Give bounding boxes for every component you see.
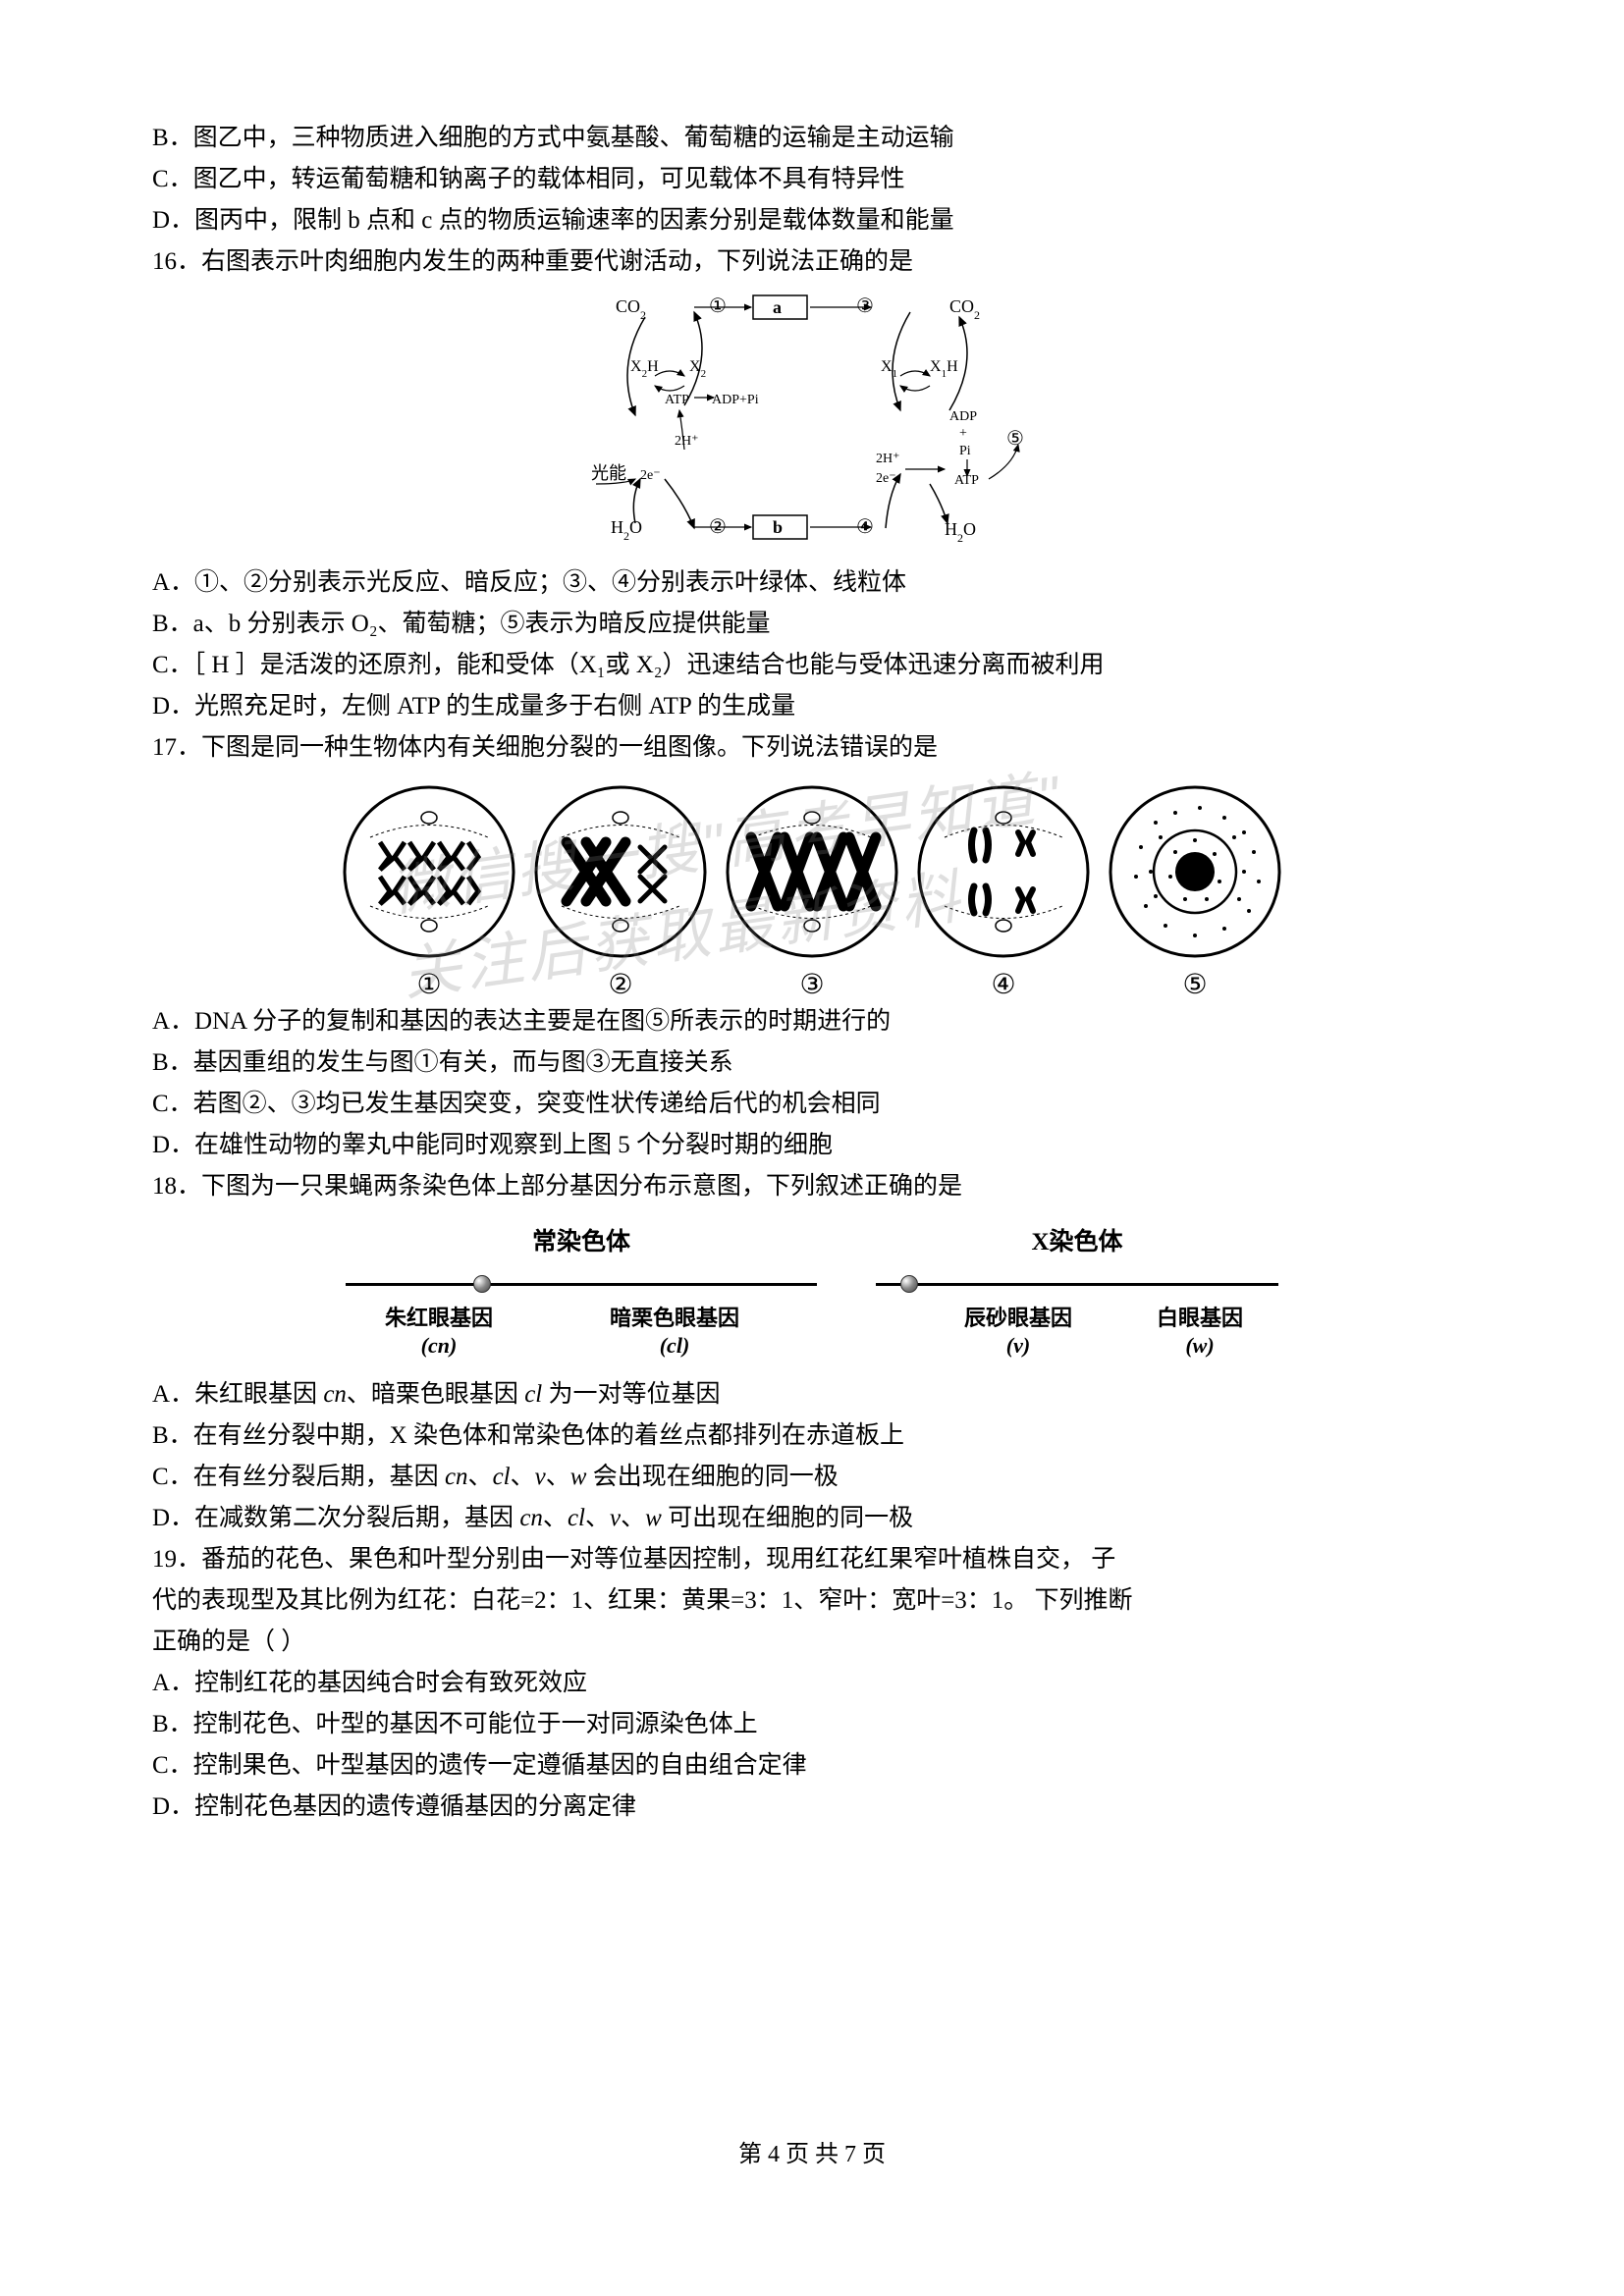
label-2h-left: 2H⁺ <box>675 434 699 449</box>
q16-a: A．①、②分别表示光反应、暗反应；③、④分别表示叶绿体、线粒体 <box>152 562 1472 604</box>
label-co2-left: CO2 <box>616 296 646 322</box>
autosome-gene2: 暗栗色眼基因 <box>532 1305 817 1332</box>
cell-label-2: ② <box>532 968 709 1001</box>
label-plus: + <box>959 426 967 441</box>
label-x1: X1 <box>881 358 897 380</box>
xchrom-gene2-sym: (w) <box>1121 1332 1278 1360</box>
cell-5 <box>1107 783 1283 960</box>
q18-b: B．在有丝分裂中期，X 染色体和常染色体的着丝点都排列在赤道板上 <box>152 1415 1472 1457</box>
q16-stem: 16．右图表示叶肉细胞内发生的两种重要代谢活动，下列说法正确的是 <box>152 241 1472 283</box>
q16-b: B．a、b 分别表示 O₂、葡萄糖；⑤表示为暗反应提供能量 <box>152 604 1472 645</box>
label-circled-1: ① <box>709 295 727 317</box>
chromosome-diagram: 常染色体 朱红眼基因 (cn) 暗栗色眼基因 (cl) X染色体 辰砂眼基因 (… <box>152 1222 1472 1360</box>
label-x2h: X2H <box>630 358 659 380</box>
label-box-b: b <box>773 517 783 537</box>
autosome-title: 常染色体 <box>346 1222 817 1257</box>
autosome-gene2-sym: (cl) <box>532 1332 817 1360</box>
q17-b: B．基因重组的发生与图①有关，而与图③无直接关系 <box>152 1042 1472 1084</box>
q17-d: D．在雄性动物的睾丸中能同时观察到上图 5 个分裂时期的细胞 <box>152 1125 1472 1166</box>
q18-a: A．朱红眼基因 cn、暗栗色眼基因 cl 为一对等位基因 <box>152 1374 1472 1415</box>
cell-division-diagram <box>152 783 1472 960</box>
label-x1h: X1H <box>930 358 958 380</box>
cell-label-3: ③ <box>724 968 900 1001</box>
option-15-c: C．图乙中，转运葡萄糖和钠离子的载体相同，可见载体不具有特异性 <box>152 159 1472 200</box>
q19-stem1: 19．番茄的花色、果色和叶型分别由一对等位基因控制，现用红花红果窄叶植株自交， … <box>152 1539 1472 1580</box>
q19-stem2: 代的表现型及其比例为红花：白花=2：1、红果：黄果=3：1、窄叶：宽叶=3：1。… <box>152 1580 1472 1622</box>
cell-3 <box>724 783 900 960</box>
label-box-a: a <box>773 297 782 317</box>
label-circled-3: ③ <box>856 295 874 317</box>
label-h2o-right: H2O <box>945 519 976 545</box>
autosome-gene1: 朱红眼基因 <box>346 1305 532 1332</box>
q18-d: D．在减数第二次分裂后期，基因 cn、cl、v、w 可出现在细胞的同一极 <box>152 1498 1472 1539</box>
q16-c: C．［ H ］是活泼的还原剂，能和受体（X₁或 X₂）迅速结合也能与受体迅速分离… <box>152 645 1472 686</box>
cell-4 <box>915 783 1092 960</box>
label-circled-5: ⑤ <box>1006 428 1024 450</box>
q18-stem: 18．下图为一只果蝇两条染色体上部分基因分布示意图，下列叙述正确的是 <box>152 1166 1472 1207</box>
cell-labels-row: ① ② ③ ④ ⑤ <box>152 968 1472 1001</box>
q19-a: A．控制红花的基因纯合时会有致死效应 <box>152 1663 1472 1704</box>
page-footer: 第 4 页 共 7 页 <box>0 2134 1624 2168</box>
option-15-b: B．图乙中，三种物质进入细胞的方式中氨基酸、葡萄糖的运输是主动运输 <box>152 118 1472 159</box>
xchrom-gene1: 辰砂眼基因 <box>915 1305 1121 1332</box>
cell-label-1: ① <box>341 968 517 1001</box>
q19-c: C．控制果色、叶型基因的遗传一定遵循基因的自由组合定律 <box>152 1745 1472 1787</box>
cell-label-4: ④ <box>915 968 1092 1001</box>
label-2h-right: 2H⁺ <box>876 452 900 466</box>
xchrom-title: X染色体 <box>876 1222 1278 1257</box>
label-2e-right: 2e⁻ <box>876 471 896 486</box>
q19-stem3: 正确的是（ ） <box>152 1622 1472 1663</box>
label-co2-right: CO2 <box>949 296 980 322</box>
q19-b: B．控制花色、叶型的基因不可能位于一对同源染色体上 <box>152 1704 1472 1745</box>
xchrom-gene1-sym: (v) <box>915 1332 1121 1360</box>
cell-2 <box>532 783 709 960</box>
option-15-d: D．图丙中，限制 b 点和 c 点的物质运输速率的因素分别是载体数量和能量 <box>152 200 1472 241</box>
label-2e-left: 2e⁻ <box>640 468 661 483</box>
cell-1 <box>341 783 517 960</box>
q19-d: D．控制花色基因的遗传遵循基因的分离定律 <box>152 1787 1472 1828</box>
label-adp: ADP <box>949 409 977 424</box>
q17-stem: 17．下图是同一种生物体内有关细胞分裂的一组图像。下列说法错误的是 <box>152 727 1472 769</box>
label-atp-left: ATP <box>665 393 689 407</box>
label-pi: Pi <box>959 444 971 458</box>
label-light: 光能 <box>591 463 626 483</box>
xchrom-gene2: 白眼基因 <box>1121 1305 1278 1332</box>
metabolism-diagram: CO2 ① a ③ CO2 X2H X2 ATP ADP+Pi X1 X1H A… <box>152 288 1472 553</box>
q17-a: A．DNA 分子的复制和基因的表达主要是在图⑤所表示的时期进行的 <box>152 1001 1472 1042</box>
q17-c: C．若图②、③均已发生基因突变，突变性状传递给后代的机会相同 <box>152 1084 1472 1125</box>
q18-c: C．在有丝分裂后期，基因 cn、cl、v、w 会出现在细胞的同一极 <box>152 1457 1472 1498</box>
label-h2o-left: H2O <box>611 517 642 543</box>
cell-label-5: ⑤ <box>1107 968 1283 1001</box>
autosome-gene1-sym: (cn) <box>346 1332 532 1360</box>
label-adp-pi: ADP+Pi <box>712 393 759 407</box>
q16-d: D．光照充足时，左侧 ATP 的生成量多于右侧 ATP 的生成量 <box>152 686 1472 727</box>
